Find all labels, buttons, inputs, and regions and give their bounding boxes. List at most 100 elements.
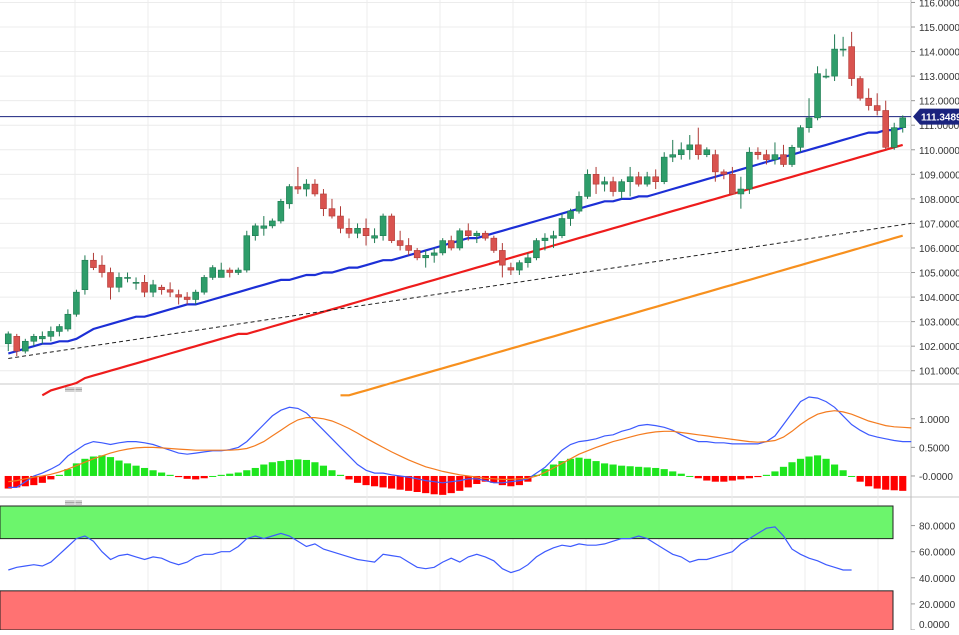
candle-body: [839, 48, 847, 51]
histogram-bar: [566, 458, 575, 476]
histogram-bar: [899, 475, 907, 491]
price-axis-label: 114.0000: [919, 48, 959, 59]
candle-body: [550, 235, 557, 239]
candle-body: [183, 296, 191, 300]
histogram-bar: [38, 475, 46, 483]
histogram-bar: [848, 475, 856, 477]
price-axis-label: 107.0000: [919, 219, 959, 230]
candle-body: [635, 176, 642, 185]
candle-body: [746, 151, 753, 190]
histogram-bar: [294, 459, 302, 476]
histogram-bar: [277, 461, 285, 476]
candle-body: [56, 326, 63, 332]
histogram-bar: [47, 475, 55, 480]
histogram-bar: [302, 459, 310, 476]
histogram-bar: [677, 473, 685, 476]
histogram-bar: [217, 474, 225, 476]
candle-body: [311, 183, 319, 195]
histogram-bar: [166, 474, 174, 476]
candle-body: [90, 259, 97, 268]
histogram-bar: [583, 458, 592, 476]
current-price-label: 111.3489: [921, 113, 959, 124]
histogram-bar: [813, 455, 822, 476]
histogram-bar: [643, 467, 651, 476]
histogram-bar: [831, 464, 839, 476]
candle-body: [39, 336, 46, 340]
panel-background: [0, 0, 911, 383]
candle-body: [677, 149, 685, 155]
price-axis-label: 111.0000: [919, 121, 959, 132]
histogram-bar: [720, 475, 728, 482]
histogram-bar: [379, 475, 387, 488]
candle-body: [124, 277, 131, 279]
candle-body: [277, 201, 285, 222]
histogram-bar: [822, 458, 830, 476]
candle-body: [805, 117, 813, 128]
candle-body: [899, 117, 907, 128]
candle-body: [81, 259, 89, 291]
histogram-bar: [430, 475, 438, 495]
candle-body: [107, 272, 114, 288]
candle-body: [447, 240, 455, 249]
candle-body: [320, 193, 327, 209]
candle-body: [30, 336, 38, 342]
histogram-bar: [64, 469, 72, 476]
candle-body: [371, 235, 378, 239]
candle-body: [192, 291, 199, 300]
histogram-bar: [575, 457, 583, 476]
candle-body: [533, 240, 540, 259]
histogram-bar: [89, 456, 98, 476]
candle-body: [848, 46, 855, 79]
candle-body: [720, 171, 728, 175]
rsi-axis-label: 80.0000: [919, 522, 956, 533]
rsi-axis-label: 20.0000: [919, 600, 956, 611]
histogram-bar: [771, 471, 779, 476]
histogram-bar: [353, 475, 362, 483]
price-axis-label: 110.0000: [919, 146, 959, 157]
candle-body: [660, 156, 668, 182]
overbought-zone: [0, 505, 894, 540]
candle-body: [873, 105, 881, 111]
price-axis-label: 108.0000: [919, 195, 959, 206]
candle-body: [354, 228, 361, 234]
candle-body: [22, 340, 29, 352]
histogram-bar: [745, 475, 753, 479]
candle-body: [499, 250, 506, 266]
candle-body: [703, 149, 711, 155]
candle-body: [200, 277, 208, 293]
candle-body: [771, 154, 779, 160]
price-axis-label: 115.0000: [919, 23, 959, 34]
histogram-bar: [396, 475, 404, 490]
price-axis-label: 105.0000: [919, 269, 959, 280]
rsi-axis-label: 60.0000: [919, 548, 956, 559]
candle-body: [618, 181, 625, 192]
candle-body: [47, 331, 55, 337]
moving-average-line: [41, 143, 903, 397]
price-axis-label: 109.0000: [919, 170, 959, 181]
candle-body: [217, 269, 225, 278]
candle-body: [797, 127, 804, 148]
candle-body: [98, 264, 106, 273]
price-axis-label: 112.0000: [919, 97, 959, 108]
price-axis-label: 113.0000: [919, 72, 959, 83]
histogram-bar: [549, 464, 558, 476]
histogram-bar: [123, 463, 132, 476]
candle-body: [405, 245, 412, 251]
candle-body: [609, 181, 617, 192]
histogram-bar: [370, 475, 379, 487]
histogram-bar: [345, 475, 353, 480]
histogram-bar: [132, 465, 140, 476]
candle-body: [243, 235, 251, 271]
histogram-bar: [865, 475, 873, 487]
rsi-axis-label: 0.0000: [919, 620, 950, 630]
histogram-bar: [336, 474, 345, 476]
histogram-bar: [490, 475, 498, 483]
candle-body: [166, 289, 174, 293]
histogram-bar: [669, 471, 677, 476]
candle-body: [686, 144, 694, 151]
histogram-bar: [694, 475, 702, 479]
histogram-bar: [328, 470, 336, 476]
candle-body: [64, 313, 72, 330]
